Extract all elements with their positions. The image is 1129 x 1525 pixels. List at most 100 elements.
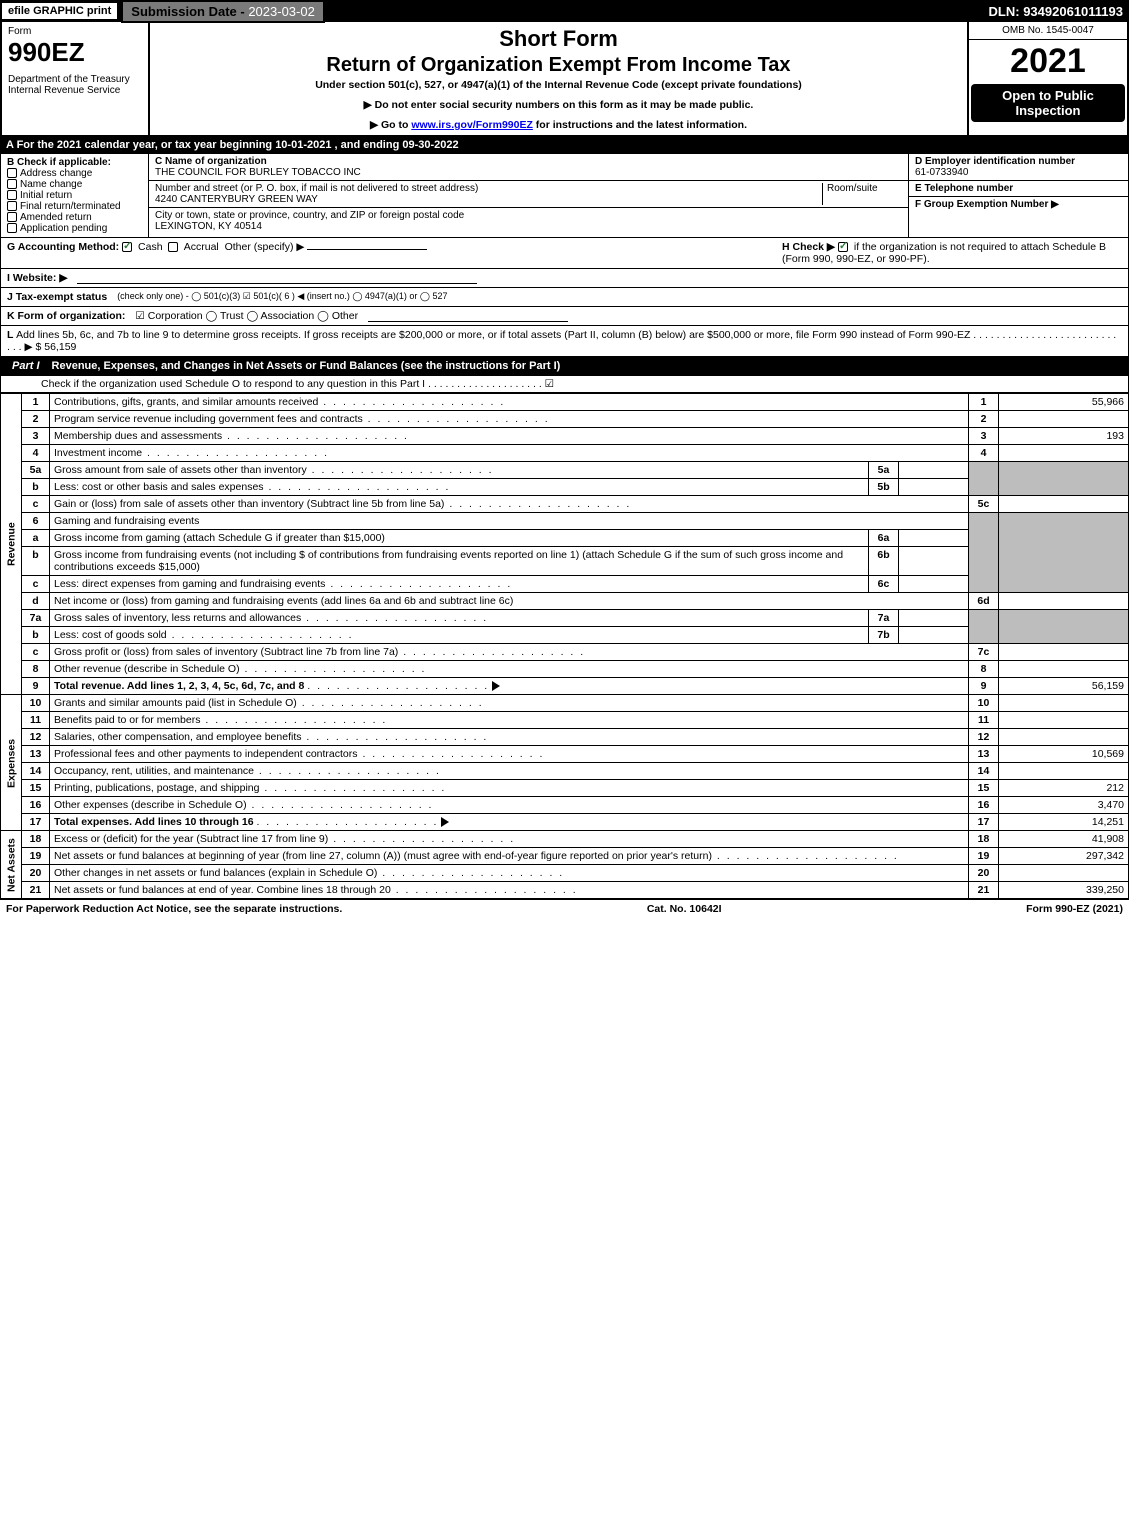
cash-label: Cash (138, 241, 163, 253)
line-6a-desc: Gross income from gaming (attach Schedul… (50, 530, 869, 547)
line-20-val (999, 865, 1129, 882)
b-title: B Check if applicable: (7, 157, 142, 168)
line-6b-desc: Gross income from fundraising events (no… (50, 547, 869, 576)
line-num: c (22, 496, 50, 513)
shade (999, 462, 1129, 496)
line-5c-desc: Gain or (loss) from sale of assets other… (50, 496, 969, 513)
line-19-val: 297,342 (999, 848, 1129, 865)
revenue-section: Revenue (1, 394, 22, 695)
line-11-desc: Benefits paid to or for members (50, 712, 969, 729)
sub-num: 6c (869, 576, 899, 593)
line-11-val (999, 712, 1129, 729)
department: Department of the Treasury Internal Reve… (8, 74, 142, 96)
cb-name-change[interactable]: Name change (7, 179, 142, 190)
line-18-val: 41,908 (999, 831, 1129, 848)
f-group-row: F Group Exemption Number ▶ (909, 197, 1128, 212)
line-num: b (22, 627, 50, 644)
other-input[interactable] (307, 249, 427, 250)
line-num: a (22, 530, 50, 547)
triangle-icon (492, 681, 500, 691)
line-16-desc: Other expenses (describe in Schedule O) (50, 797, 969, 814)
line-num: c (22, 576, 50, 593)
c-street-row: Number and street (or P. O. box, if mail… (149, 181, 908, 208)
cb-address-change[interactable]: Address change (7, 168, 142, 179)
cb-final-return[interactable]: Final return/terminated (7, 201, 142, 212)
room-suite: Room/suite (822, 183, 902, 205)
line-3-val: 193 (999, 428, 1129, 445)
sub-num: 6b (869, 547, 899, 576)
line-num: 18 (22, 831, 50, 848)
part1-check-row: Check if the organization used Schedule … (0, 375, 1129, 393)
top-bar: efile GRAPHIC print Submission Date - 20… (0, 0, 1129, 22)
sub-num: 7a (869, 610, 899, 627)
line-17-bold: Total expenses. Add lines 10 through 16 (54, 816, 254, 828)
cb-schedule-b[interactable] (838, 242, 848, 252)
line-5b-desc: Less: cost or other basis and sales expe… (50, 479, 869, 496)
i-label: I Website: ▶ (7, 272, 67, 284)
g-accounting: G Accounting Method: Cash Accrual Other … (7, 241, 772, 265)
line-15-val: 212 (999, 780, 1129, 797)
pra-notice: For Paperwork Reduction Act Notice, see … (6, 903, 342, 915)
shade (969, 610, 999, 644)
shade (999, 513, 1129, 593)
cb-label: Application pending (20, 223, 107, 234)
line-16-val: 3,470 (999, 797, 1129, 814)
k-other-input[interactable] (368, 310, 568, 322)
line-num: 2 (22, 411, 50, 428)
line-13-desc: Professional fees and other payments to … (50, 746, 969, 763)
k-label: K Form of organization: (7, 310, 125, 322)
line-rn: 7c (969, 644, 999, 661)
cb-accrual[interactable] (168, 242, 178, 252)
j-text: (check only one) - ◯ 501(c)(3) ☑ 501(c)(… (117, 291, 447, 303)
line-rn: 11 (969, 712, 999, 729)
line-10-val (999, 695, 1129, 712)
other-label: Other (specify) ▶ (225, 241, 305, 253)
line-rn: 10 (969, 695, 999, 712)
line-num: 15 (22, 780, 50, 797)
street-label: Number and street (or P. O. box, if mail… (155, 183, 478, 194)
line-4-val (999, 445, 1129, 462)
line-rn: 18 (969, 831, 999, 848)
sub-val (899, 627, 969, 644)
shade (969, 462, 999, 496)
line-rn: 3 (969, 428, 999, 445)
cb-initial-return[interactable]: Initial return (7, 190, 142, 201)
line-12-desc: Salaries, other compensation, and employ… (50, 729, 969, 746)
col-def: D Employer identification number 61-0733… (908, 154, 1128, 237)
irs-link[interactable]: www.irs.gov/Form990EZ (411, 119, 533, 131)
sub-num: 5b (869, 479, 899, 496)
row-k: K Form of organization: ☑ Corporation ◯ … (0, 307, 1129, 326)
cb-label: Final return/terminated (20, 201, 121, 212)
line-rn: 17 (969, 814, 999, 831)
g-label: G Accounting Method: (7, 241, 119, 253)
line-num: 17 (22, 814, 50, 831)
line-num: 14 (22, 763, 50, 780)
line-num: 6 (22, 513, 50, 530)
line-num: d (22, 593, 50, 610)
row-l: L Add lines 5b, 6c, and 7b to line 9 to … (0, 326, 1129, 357)
group-label: F Group Exemption Number ▶ (915, 199, 1059, 210)
cb-amended-return[interactable]: Amended return (7, 212, 142, 223)
line-num: 16 (22, 797, 50, 814)
line-7c-val (999, 644, 1129, 661)
cb-cash[interactable] (122, 242, 132, 252)
cb-label: Name change (20, 179, 82, 190)
line-num: 3 (22, 428, 50, 445)
line-19-desc: Net assets or fund balances at beginning… (50, 848, 969, 865)
ssn-note: ▶ Do not enter social security numbers o… (158, 99, 959, 111)
efile-print-label[interactable]: efile GRAPHIC print (0, 1, 119, 21)
city-label: City or town, state or province, country… (155, 210, 464, 221)
l-text: Add lines 5b, 6c, and 7b to line 9 to de… (7, 329, 1116, 353)
line-rn: 19 (969, 848, 999, 865)
line-rn: 15 (969, 780, 999, 797)
line-7a-desc: Gross sales of inventory, less returns a… (50, 610, 869, 627)
website-input[interactable] (77, 272, 477, 284)
city-value: LEXINGTON, KY 40514 (155, 221, 262, 232)
cb-application-pending[interactable]: Application pending (7, 223, 142, 234)
shade (999, 610, 1129, 644)
c-name-row: C Name of organization THE COUNCIL FOR B… (149, 154, 908, 181)
h-label: H Check ▶ (782, 241, 835, 253)
line-num: 9 (22, 678, 50, 695)
expenses-section: Expenses (1, 695, 22, 831)
line-num: 7a (22, 610, 50, 627)
